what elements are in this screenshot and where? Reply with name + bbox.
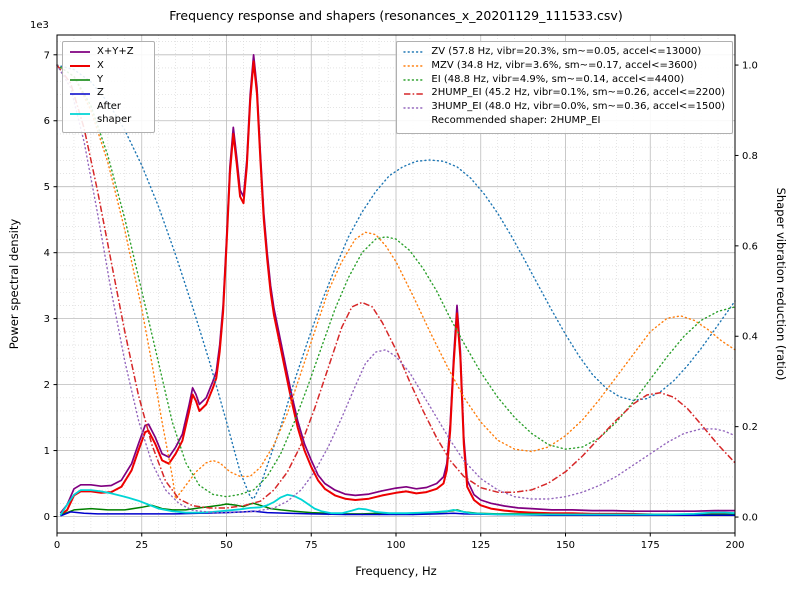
legend-swatch — [403, 79, 426, 81]
left-axis-offset-text: 1e3 — [30, 20, 49, 31]
series-group — [56, 53, 736, 517]
x-tick-label: 200 — [725, 540, 744, 551]
x-tick-label: 0 — [54, 540, 60, 551]
legend-label: ZV (57.8 Hz, vibr=20.3%, sm~=0.05, accel… — [431, 46, 702, 57]
right-tick-label: 0.0 — [742, 513, 758, 524]
legend-label: After shaper — [97, 101, 132, 125]
legend-item-x: X — [69, 60, 147, 73]
x-tick-label: 125 — [471, 540, 490, 551]
legend-item-zv: ZV (57.8 Hz, vibr=20.3%, sm~=0.05, accel… — [403, 46, 725, 59]
legend-label: X — [97, 59, 104, 71]
recommended-shaper-note: Recommended shaper: 2HUMP_EI — [403, 115, 725, 128]
left-tick-label: 4 — [44, 248, 50, 259]
legend-item-2hump-ei: 2HUMP_EI (45.2 Hz, vibr=0.1%, sm~=0.26, … — [403, 87, 725, 100]
legend-label: Y — [97, 73, 104, 85]
chart-title: Frequency response and shapers (resonanc… — [169, 8, 623, 23]
legend-item-mzv: MZV (34.8 Hz, vibr=3.6%, sm~=0.17, accel… — [403, 60, 725, 73]
legend-swatch — [70, 51, 90, 54]
legend-item-y: Y — [69, 74, 147, 87]
legend-label: Z — [97, 87, 104, 99]
series-line-3hump-ei — [56, 64, 736, 514]
recommended-shaper-text: Recommended shaper: 2HUMP_EI — [431, 114, 601, 126]
series-line-ei — [56, 64, 736, 498]
x-tick-label: 25 — [135, 540, 148, 551]
x-tick-label: 150 — [556, 540, 575, 551]
legend-swatch — [404, 93, 425, 95]
legend-swatch — [70, 113, 90, 115]
left-tick-label: 7 — [44, 50, 50, 61]
right-tick-label: 0.4 — [742, 332, 758, 343]
legend-psd: X+Y+Z X Y Z After shaper — [62, 41, 155, 133]
left-tick-label: 1 — [44, 446, 50, 457]
series-line-x — [59, 60, 735, 516]
x-axis-label: Frequency, Hz — [355, 564, 437, 578]
right-tick-label: 0.6 — [742, 241, 758, 252]
x-tick-label: 100 — [386, 540, 405, 551]
legend-item-x-y-z: X+Y+Z — [69, 46, 147, 59]
legend-label: 3HUMP_EI (48.0 Hz, vibr=0.0%, sm~=0.36, … — [431, 101, 725, 113]
legend-swatch — [403, 106, 426, 109]
series-line-mzv — [56, 64, 736, 500]
right-tick-label: 1.0 — [742, 61, 758, 72]
x-tick-label: 75 — [305, 540, 318, 551]
legend-item-z: Z — [69, 87, 147, 100]
series-line-after-shaper — [59, 489, 736, 516]
legend-swatch — [403, 65, 426, 67]
left-tick-label: 2 — [44, 380, 50, 391]
legend-swatch — [70, 65, 90, 68]
legend-label: X+Y+Z — [97, 46, 134, 57]
legend-item-after-shaper: After shaper — [69, 101, 147, 127]
legend-item-ei: EI (48.8 Hz, vibr=4.9%, sm~=0.14, accel<… — [403, 74, 725, 87]
legend-swatch — [70, 93, 90, 95]
left-tick-label: 5 — [44, 182, 50, 193]
left-tick-label: 3 — [44, 314, 50, 325]
tick-labels: 0 25 50 75 100 125 150 175 200 0 1 2 3 4 5 6 7 0.0 0.2 0.4 0… — [44, 50, 758, 551]
legend-swatch — [70, 79, 90, 81]
x-tick-label: 50 — [220, 540, 233, 551]
right-tick-label: 0.8 — [742, 151, 758, 162]
left-tick-label: 0 — [44, 512, 50, 523]
series-line-x-y-z — [59, 53, 735, 514]
series-line-2hump-ei — [56, 64, 736, 509]
legend-label: 2HUMP_EI (45.2 Hz, vibr=0.1%, sm~=0.26, … — [431, 87, 725, 99]
legend-label: EI (48.8 Hz, vibr=4.9%, sm~=0.14, accel<… — [431, 73, 685, 85]
legend-item-3hump-ei: 3HUMP_EI (48.0 Hz, vibr=0.0%, sm~=0.36, … — [403, 101, 725, 114]
legend-swatch — [403, 51, 426, 54]
left-tick-label: 6 — [44, 116, 50, 127]
right-tick-label: 0.2 — [742, 422, 758, 433]
series-line-zv — [56, 64, 736, 500]
legend-shapers: ZV (57.8 Hz, vibr=20.3%, sm~=0.05, accel… — [396, 41, 733, 134]
x-tick-label: 175 — [641, 540, 660, 551]
legend-label: MZV (34.8 Hz, vibr=3.6%, sm~=0.17, accel… — [431, 59, 698, 71]
tick-marks — [53, 54, 739, 537]
